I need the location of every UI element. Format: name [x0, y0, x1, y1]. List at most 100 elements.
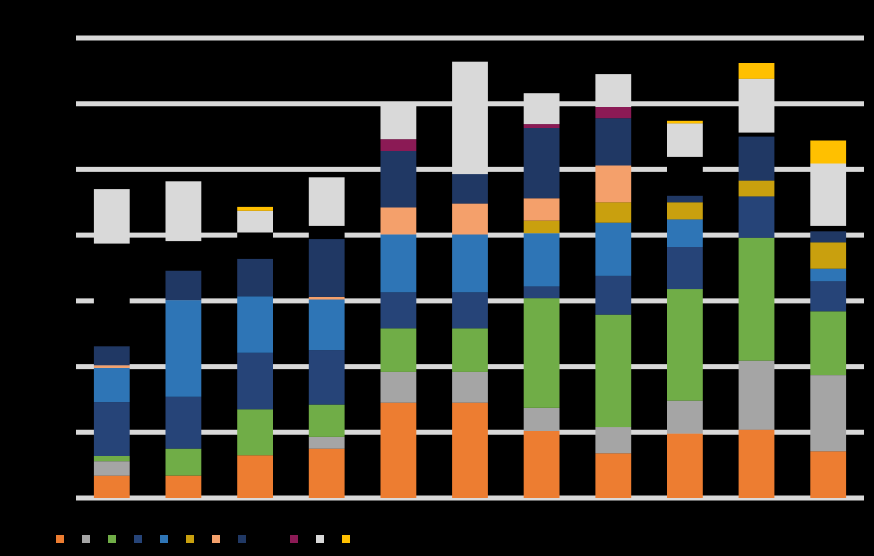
bar-segment [452, 371, 488, 403]
legend-item [108, 535, 120, 543]
bar-segment [738, 136, 775, 181]
bar-stack [738, 63, 775, 498]
bar-segment [308, 296, 345, 300]
bar-segment [738, 132, 775, 137]
bar-stack [810, 140, 847, 498]
bar-segment [237, 296, 273, 353]
bar-segment [165, 300, 202, 397]
legend-swatch [212, 535, 220, 543]
bar-segment [165, 396, 202, 449]
bar-segment [738, 237, 775, 361]
bar-segment [810, 242, 847, 269]
bar-segment [595, 275, 632, 315]
bar-segment [308, 239, 345, 297]
legend-swatch [186, 535, 194, 543]
bar-segment [667, 123, 703, 157]
bar-segment [667, 195, 703, 203]
bar-segment [380, 328, 417, 372]
bar-segment [237, 210, 273, 233]
legend-swatch [160, 535, 168, 543]
legend-swatch [134, 535, 142, 543]
legend [56, 530, 856, 548]
bar-segment [93, 346, 130, 366]
bar-segment [308, 436, 345, 449]
bar-segment [452, 328, 488, 372]
bar-segment [452, 402, 488, 498]
bar-segment [93, 475, 130, 498]
bar-segment [523, 286, 560, 299]
bar-segment [667, 202, 703, 220]
bar-segment [237, 258, 273, 297]
bar-segment [308, 448, 345, 498]
bar-segment [452, 234, 488, 293]
bar-segment [237, 352, 273, 410]
bar-stack [452, 61, 488, 498]
bar-segment [380, 371, 417, 403]
bar-segment [308, 350, 345, 405]
bar-segment [452, 292, 488, 329]
bar-segment [523, 408, 560, 431]
bar-stack [308, 177, 345, 498]
legend-swatch [316, 535, 324, 543]
bar-segment [237, 232, 273, 259]
bar-segment [595, 314, 632, 428]
bar-stack [237, 206, 273, 498]
bar-segment [738, 196, 775, 238]
bar-segment [452, 203, 488, 235]
bar-segment [93, 243, 130, 347]
legend-item [342, 535, 354, 543]
bar-stack [595, 74, 632, 498]
bar-segment [93, 365, 130, 368]
legend-swatch [82, 535, 90, 543]
legend-item [238, 535, 250, 543]
bar-segment [523, 124, 560, 128]
bar-stack [165, 181, 202, 498]
bar-segment [667, 156, 703, 196]
bar-segment [595, 427, 632, 454]
bar-segment [667, 120, 703, 124]
bar-segment [738, 63, 775, 79]
bar-segment [595, 453, 632, 498]
bar-segment [667, 289, 703, 401]
bar-segment [380, 292, 417, 329]
bar-segment [667, 247, 703, 290]
bar-segment [380, 139, 417, 151]
legend-item [290, 535, 302, 543]
bar-segment [237, 409, 273, 456]
bar-segment [738, 429, 775, 498]
bar-stacks [93, 61, 847, 498]
bar-segment [738, 78, 775, 133]
bar-segment [523, 220, 560, 234]
bar-segment [810, 163, 847, 226]
bar-segment [810, 225, 847, 232]
bar-segment [595, 118, 632, 166]
bar-segment [523, 431, 560, 498]
bar-segment [523, 93, 560, 125]
legend-swatch [238, 535, 246, 543]
bar-segment [595, 107, 632, 119]
legend-item [186, 535, 198, 543]
bar-segment [595, 222, 632, 276]
bar-segment [237, 206, 273, 211]
legend-item [160, 535, 172, 543]
bar-segment [667, 433, 703, 498]
legend-item [264, 535, 276, 543]
bar-segment [237, 455, 273, 498]
bar-segment [93, 189, 130, 244]
bar-segment [810, 281, 847, 312]
bar-segment [380, 207, 417, 235]
bar-segment [308, 177, 345, 226]
legend-item [134, 535, 146, 543]
legend-item [82, 535, 94, 543]
bar-segment [523, 198, 560, 221]
bar-segment [165, 270, 202, 301]
bar-segment [810, 268, 847, 282]
legend-swatch [342, 535, 350, 543]
legend-swatch [290, 535, 298, 543]
bar-segment [308, 404, 345, 437]
bar-segment [738, 180, 775, 197]
bar-segment [810, 451, 847, 498]
bar-segment [810, 231, 847, 243]
legend-swatch [108, 535, 116, 543]
bar-stack [380, 102, 417, 498]
